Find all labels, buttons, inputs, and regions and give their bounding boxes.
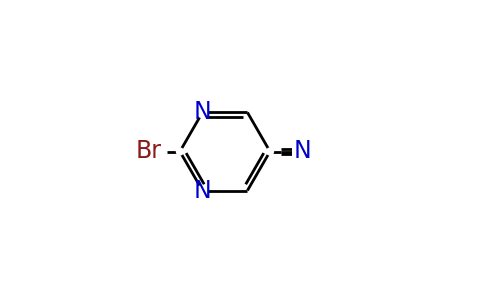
Circle shape	[197, 107, 208, 118]
Text: N: N	[194, 100, 212, 124]
Text: Br: Br	[136, 140, 162, 164]
Text: N: N	[293, 140, 311, 164]
Circle shape	[197, 185, 208, 196]
Text: N: N	[194, 178, 212, 203]
Circle shape	[267, 148, 273, 155]
Circle shape	[177, 148, 183, 155]
